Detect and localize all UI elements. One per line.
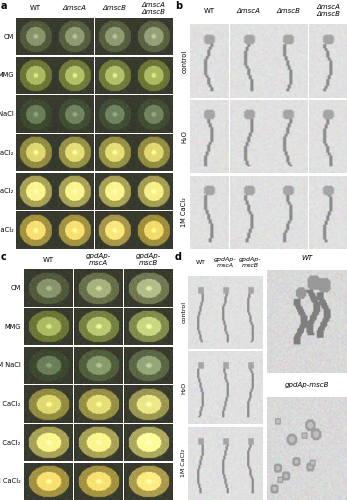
Text: 0.8M CaCl₂: 0.8M CaCl₂ [0, 440, 21, 446]
Text: MMG: MMG [0, 72, 14, 78]
Text: H₂O: H₂O [181, 130, 187, 143]
Text: 0.8M CaCl₂: 0.8M CaCl₂ [0, 188, 14, 194]
Text: WT: WT [196, 260, 205, 264]
Text: a: a [1, 1, 7, 11]
Text: b: b [175, 1, 182, 11]
Text: CM: CM [10, 285, 21, 291]
Text: 0.5M CaCl₂: 0.5M CaCl₂ [0, 150, 14, 156]
Text: ΔmscA: ΔmscA [237, 8, 261, 14]
Text: ΔmscA
ΔmscB: ΔmscA ΔmscB [316, 4, 340, 18]
Text: WT: WT [42, 256, 53, 262]
Text: 0.5M CaCl₂: 0.5M CaCl₂ [0, 401, 21, 407]
Text: ΔmscA: ΔmscA [62, 6, 86, 12]
Text: 1M CaCl₂: 1M CaCl₂ [181, 197, 187, 227]
Text: control: control [181, 50, 187, 72]
Text: gpdAp-
mscB: gpdAp- mscB [136, 253, 161, 266]
Text: gpdAp-
mscB: gpdAp- mscB [239, 257, 262, 268]
Text: WT: WT [204, 8, 215, 14]
Text: 1M CaCl₂: 1M CaCl₂ [0, 227, 14, 233]
Text: c: c [1, 252, 7, 262]
Text: H₂O: H₂O [181, 382, 186, 394]
Text: WT: WT [301, 255, 312, 261]
Text: 1M CaCl₂: 1M CaCl₂ [0, 478, 21, 484]
Text: ΔmscB: ΔmscB [277, 8, 300, 14]
Text: control: control [181, 301, 186, 323]
Text: d: d [175, 252, 182, 262]
Text: gpdAp-mscB: gpdAp-mscB [285, 382, 329, 388]
Text: gpdAp-
mscA: gpdAp- mscA [85, 253, 111, 266]
Text: ΔmscA
ΔmscB: ΔmscA ΔmscB [142, 2, 166, 15]
Text: CM: CM [3, 34, 14, 40]
Text: ΔmscB: ΔmscB [102, 6, 126, 12]
Text: 1.0M NaCl: 1.0M NaCl [0, 362, 21, 368]
Text: gpdAp-
mscA: gpdAp- mscA [214, 257, 237, 268]
Text: WT: WT [29, 6, 41, 12]
Text: 1M CaCl₂: 1M CaCl₂ [181, 450, 186, 477]
Text: MMG: MMG [5, 324, 21, 330]
Text: 1.0M NaCl: 1.0M NaCl [0, 111, 14, 117]
